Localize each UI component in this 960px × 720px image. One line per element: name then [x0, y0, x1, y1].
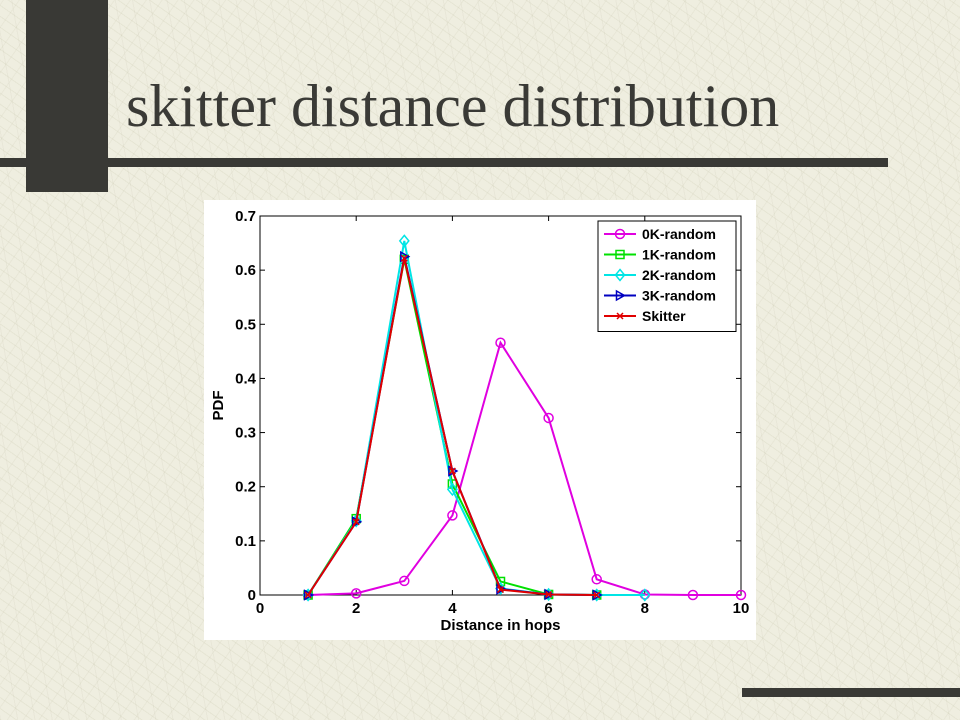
series-line [308, 340, 741, 596]
distance-pdf-chart: 0 2 4 6 8 10 0 0.1 0.2 0.3 0.4 0.5 0.6 0.7 Distance in… [210, 208, 750, 634]
x-tick-label: 8 [641, 600, 649, 617]
data-point [446, 482, 458, 497]
legend-marker [614, 228, 626, 240]
data-point [399, 575, 410, 587]
y-tick-label: 0.4 [235, 370, 257, 387]
bottom-right-bar [742, 688, 960, 697]
data-point [496, 583, 507, 595]
y-tick-label: 0.7 [235, 208, 256, 225]
legend-marker [614, 268, 626, 282]
y-axis-label: PDF [210, 391, 227, 421]
x-tick-label: 0 [256, 600, 264, 617]
data-point [448, 467, 456, 475]
data-point [593, 591, 601, 599]
data-point [350, 588, 362, 599]
y-tick-label: 0.3 [235, 425, 256, 442]
data-point [543, 412, 554, 424]
legend-label: 1K-random [642, 247, 716, 263]
data-point [545, 590, 553, 598]
chart-panel: 0 2 4 6 8 10 0 0.1 0.2 0.3 0.4 0.5 0.6 0.7 Distance in… [204, 200, 756, 640]
series-skitter [304, 254, 601, 599]
data-point [352, 518, 360, 526]
data-point [496, 586, 505, 594]
data-point [400, 254, 408, 262]
legend-label: 2K-random [642, 267, 716, 283]
legend-marker [615, 289, 627, 302]
data-point [687, 589, 699, 601]
legend: 0K-random 1K-random 2K-random 3K-random Skit… [597, 220, 737, 332]
legend-label: Skitter [642, 308, 686, 324]
data-point [735, 589, 747, 601]
y-tick-label: 0.2 [235, 479, 256, 496]
x-tick-label: 2 [352, 600, 360, 617]
series-0k-random [302, 337, 747, 601]
data-point [591, 574, 602, 585]
x-tick-label: 10 [733, 600, 750, 617]
title-underline-bar [0, 158, 888, 167]
legend-marker [615, 249, 625, 260]
data-point [639, 588, 651, 602]
slide-title: skitter distance distribution [126, 73, 780, 139]
legend-marker [616, 312, 624, 320]
legend-box [597, 220, 737, 332]
y-tick-label: 0 [248, 587, 256, 604]
x-tick-label: 4 [448, 600, 457, 617]
y-tick-label: 0.5 [235, 316, 256, 333]
x-tick-label: 6 [544, 600, 552, 617]
legend-label: 3K-random [642, 288, 716, 304]
legend-label: 0K-random [642, 226, 716, 242]
y-tick-label: 0.1 [235, 533, 256, 550]
data-point [447, 510, 458, 521]
x-axis-label: Distance in hops [440, 617, 560, 634]
data-point [495, 337, 506, 348]
y-tick-label: 0.6 [235, 262, 256, 279]
data-point [304, 591, 312, 599]
data-point [398, 234, 410, 248]
